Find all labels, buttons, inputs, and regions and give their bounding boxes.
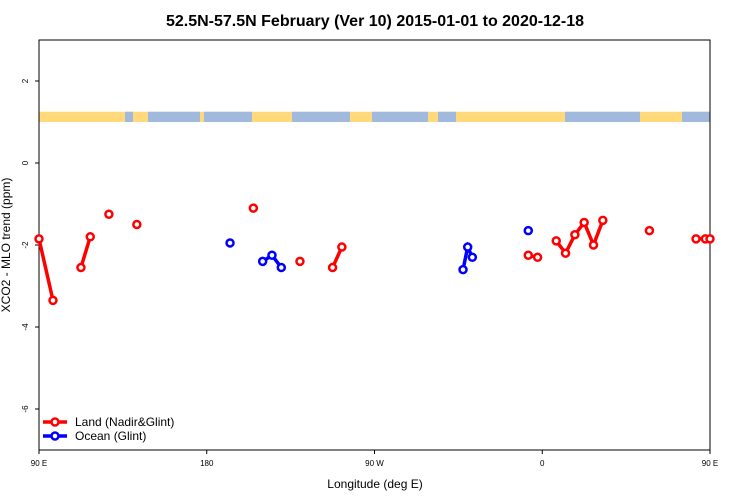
strip-ocean [682, 111, 710, 122]
data-point [570, 230, 580, 240]
y-tick-label: -2 [21, 241, 30, 249]
strip-ocean [372, 111, 428, 122]
series-line [37, 238, 55, 301]
y-tick-label: 2 [21, 78, 30, 83]
chart-title: 52.5N-57.5N February (Ver 10) 2015-01-01… [166, 13, 584, 30]
strip-ocean [148, 111, 200, 122]
land-sea-strip [39, 111, 710, 122]
data-point [598, 215, 608, 226]
series-line [79, 236, 92, 269]
data-point [523, 225, 534, 236]
data-point [248, 203, 259, 213]
y-tick-label: -6 [21, 405, 30, 413]
x-tick-label: 180 [200, 459, 214, 468]
series-land [34, 203, 715, 306]
strip-ocean [125, 111, 133, 122]
data-point [225, 238, 235, 248]
data-point [705, 234, 715, 244]
y-tick-label: -4 [21, 323, 30, 331]
data-point [691, 234, 701, 244]
data-point [467, 252, 478, 263]
axis-ticks: 90 E 180 90 W 0 90 E 2 0 -2 -4 -6 [21, 78, 718, 468]
data-point [76, 262, 86, 273]
data-point [34, 234, 44, 244]
y-axis-label: XCO2 - MLO trend (ppm) [0, 178, 13, 313]
data-point [532, 252, 543, 263]
y-tick-label: 0 [21, 160, 30, 165]
x-tick-label: 90 E [31, 459, 47, 468]
data-point [276, 262, 287, 273]
data-point [579, 217, 589, 228]
data-point [85, 232, 96, 242]
legend-marker [50, 431, 60, 441]
data-point [462, 242, 473, 252]
legend-label: Land (Nadir&Glint) [75, 415, 174, 429]
legend: Land (Nadir&Glint)Ocean (Glint) [43, 415, 174, 443]
series-layer [34, 203, 715, 306]
legend-marker [50, 417, 60, 427]
data-point [267, 250, 277, 260]
x-tick-label: 0 [540, 459, 545, 468]
data-point [257, 256, 268, 267]
strip-ocean [204, 111, 252, 122]
strip-ocean [438, 111, 456, 122]
strip-ocean [565, 111, 640, 122]
series-ocean [225, 225, 534, 275]
data-point [551, 236, 561, 246]
strip-ocean [292, 111, 350, 122]
data-point [588, 240, 599, 250]
data-point [295, 256, 305, 267]
data-point [48, 295, 58, 306]
legend-label: Ocean (Glint) [75, 429, 146, 443]
data-point [132, 219, 142, 230]
data-point [644, 225, 655, 236]
data-point [104, 209, 114, 219]
data-point [523, 250, 534, 260]
x-tick-label: 90 W [365, 459, 384, 468]
data-point [560, 248, 571, 258]
x-axis-label: Longitude (deg E) [327, 477, 422, 491]
data-point [458, 264, 468, 275]
data-point [337, 242, 347, 252]
x-tick-label: 90 E [702, 459, 718, 468]
data-point [327, 262, 338, 273]
plot-frame [38, 39, 711, 451]
